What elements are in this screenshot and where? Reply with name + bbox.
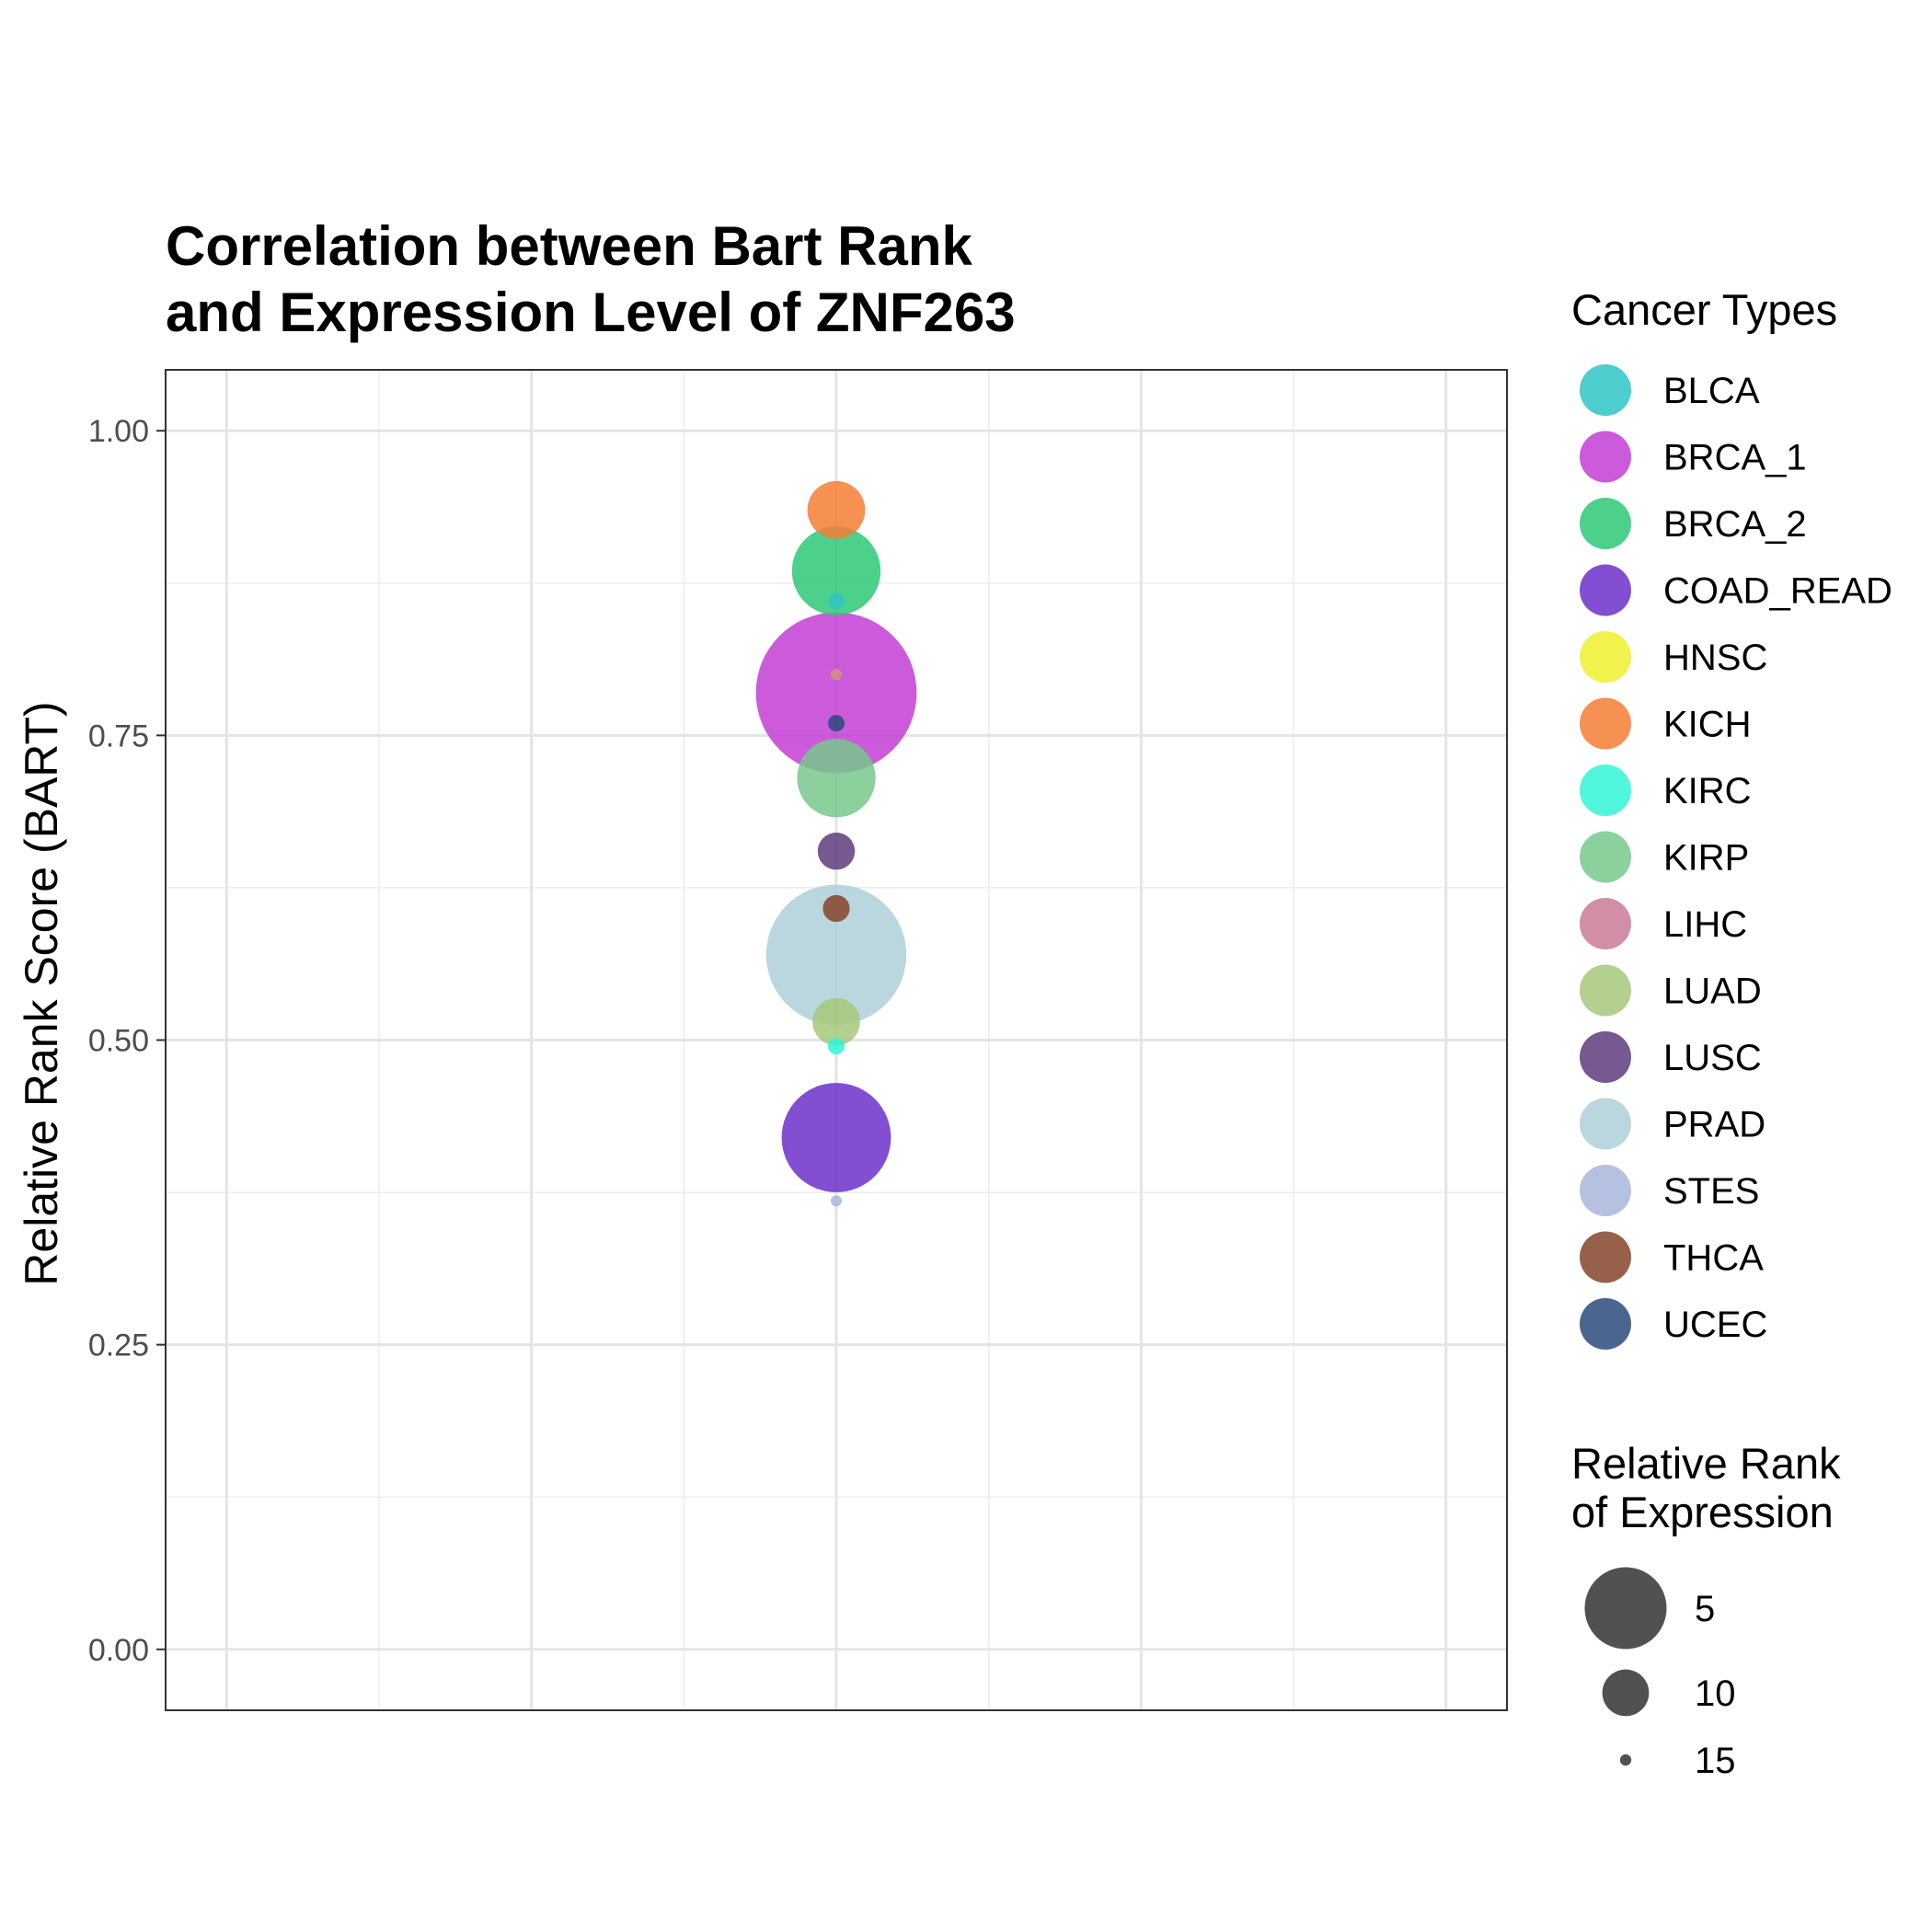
y-axis-label: Relative Rank Score (BART) bbox=[16, 701, 67, 1285]
y-tick-label: 1.00 bbox=[88, 414, 149, 449]
legend-key-kich bbox=[1580, 697, 1631, 750]
legend-key-blca bbox=[1580, 364, 1631, 416]
legend-label-brca-1: BRCA_1 bbox=[1663, 438, 1807, 478]
legend-label-brca-2: BRCA_2 bbox=[1663, 504, 1807, 545]
legend-key-luad bbox=[1580, 964, 1631, 1017]
point-blca bbox=[828, 592, 845, 610]
size-legend-label: 5 bbox=[1695, 1589, 1715, 1629]
legend-key-brca-1 bbox=[1580, 431, 1631, 483]
legend-key-stes bbox=[1580, 1165, 1631, 1216]
legend-label-kich: KICH bbox=[1663, 705, 1752, 745]
y-tick-label: 0.50 bbox=[88, 1024, 149, 1059]
legend-label-kirc: KIRC bbox=[1663, 771, 1752, 811]
size-legend-title-line1: Relative Rank bbox=[1571, 1439, 1841, 1488]
legend-label-ucec: UCEC bbox=[1663, 1305, 1767, 1345]
legend-key-lihc bbox=[1580, 898, 1631, 949]
point-kirc bbox=[828, 1038, 845, 1055]
size-legend-label: 15 bbox=[1695, 1741, 1736, 1781]
size-legend: 5 10 15 bbox=[1584, 1567, 1736, 1781]
color-legend: BLCA BRCA_1 BRCA_2 COAD_READ HNSC KICH KIRC KIR… bbox=[1580, 364, 1892, 1350]
point-prad bbox=[765, 884, 907, 1025]
point-coad-read bbox=[781, 1083, 891, 1192]
point-luad bbox=[812, 997, 860, 1046]
legend-key-kirc bbox=[1580, 765, 1631, 816]
legend-key-ucec bbox=[1580, 1298, 1631, 1350]
point-lusc bbox=[817, 832, 856, 870]
color-legend-title: Cancer Types bbox=[1571, 285, 1837, 334]
legend-label-thca: THCA bbox=[1663, 1238, 1764, 1279]
point-ucec bbox=[828, 715, 845, 732]
size-legend-key bbox=[1602, 1669, 1650, 1717]
legend-label-prad: PRAD bbox=[1663, 1105, 1765, 1145]
legend-key-kirp bbox=[1580, 831, 1631, 883]
legend-label-luad: LUAD bbox=[1663, 972, 1762, 1012]
size-legend-label: 10 bbox=[1695, 1673, 1736, 1714]
legend-label-coad-read: COAD_READ bbox=[1663, 571, 1892, 612]
plot-panel-border bbox=[165, 369, 1508, 1711]
point-brca-2 bbox=[791, 526, 881, 615]
legend-label-hnsc: HNSC bbox=[1663, 638, 1767, 678]
legend-key-lusc bbox=[1580, 1031, 1631, 1083]
size-legend-title-line2: of Expression bbox=[1571, 1488, 1834, 1536]
y-tick-label: 0.75 bbox=[88, 719, 149, 753]
legend-key-brca-2 bbox=[1580, 498, 1631, 549]
chart-title-line1: Correlation between Bart Rank bbox=[166, 215, 972, 277]
chart-title-line2: and Expression Level of ZNF263 bbox=[166, 282, 1016, 343]
size-legend-key bbox=[1619, 1754, 1632, 1766]
legend-label-lihc: LIHC bbox=[1663, 904, 1747, 945]
point-lihc bbox=[831, 669, 842, 681]
point-kirp bbox=[797, 739, 876, 818]
size-legend-key bbox=[1584, 1567, 1667, 1650]
legend-key-prad bbox=[1580, 1098, 1631, 1150]
legend-label-lusc: LUSC bbox=[1663, 1038, 1762, 1078]
legend-key-thca bbox=[1580, 1231, 1631, 1283]
legend-key-hnsc bbox=[1580, 631, 1631, 683]
y-axis: 0.00 0.25 0.50 0.75 1.00 bbox=[88, 414, 166, 1668]
y-tick-label: 0.00 bbox=[88, 1633, 149, 1668]
legend-key-coad-read bbox=[1580, 564, 1631, 616]
y-tick-label: 0.25 bbox=[88, 1328, 149, 1363]
legend-label-kirp: KIRP bbox=[1663, 838, 1749, 879]
point-kich bbox=[807, 480, 866, 539]
legend-label-stes: STES bbox=[1663, 1171, 1759, 1212]
point-stes bbox=[831, 1195, 842, 1207]
point-thca bbox=[822, 894, 850, 923]
legend-label-blca: BLCA bbox=[1663, 371, 1760, 411]
points bbox=[755, 480, 917, 1207]
point-brca-1 bbox=[755, 612, 917, 774]
